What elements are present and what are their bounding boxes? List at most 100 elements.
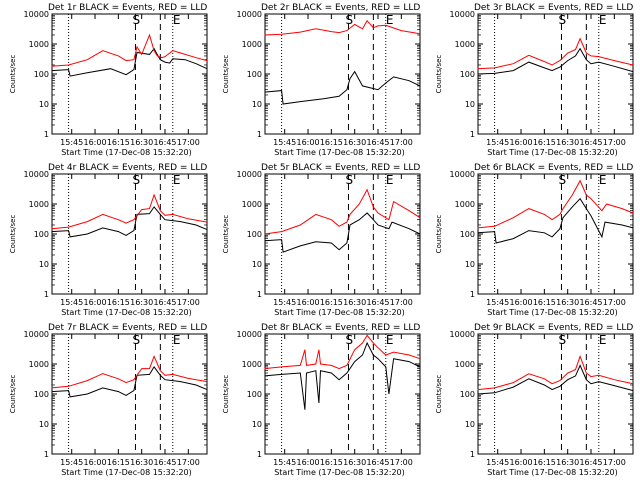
y-axis-label: Counts/sec: [9, 215, 17, 254]
x-tick-label: 17:00: [603, 138, 626, 147]
panel-det-6: Det 6r BLACK = Events, RED = LLD 1 10 100 10…: [435, 163, 634, 317]
x-axis-label: Start Time (17-Dec-08 15:32:20): [487, 468, 618, 477]
y-axis-label: Counts/sec: [222, 55, 230, 94]
series-events: [477, 364, 634, 395]
panel-det-1: Det 1r BLACK = Events, RED = LLD 1 10 100 10…: [9, 3, 208, 157]
y-tick-label: 10000: [237, 330, 262, 339]
y-tick-label: 1000: [242, 360, 262, 369]
x-tick-label: 17:00: [390, 458, 413, 467]
marker-label-s: S: [558, 13, 566, 27]
y-axis-label: Counts/sec: [435, 215, 443, 254]
panel-det-4: Det 4r BLACK = Events, RED = LLD 1 10 100 10…: [9, 163, 208, 317]
x-tick-label: 16:45: [153, 298, 176, 307]
x-tick-label: 15:45: [60, 138, 83, 147]
panel-title: Det 6r BLACK = Events, RED = LLD: [474, 163, 633, 173]
y-tick-label: 1: [257, 130, 262, 139]
y-tick-label: 1: [470, 290, 475, 299]
y-tick-label: 10: [39, 420, 49, 429]
x-tick-label: 16:45: [366, 138, 389, 147]
y-tick-label: 10000: [237, 170, 262, 179]
x-tick-label: 17:00: [177, 298, 200, 307]
y-tick-label: 100: [247, 390, 262, 399]
x-tick-label: 17:00: [603, 298, 626, 307]
x-tick-label: 16:00: [509, 458, 532, 467]
marker-label-s: S: [132, 173, 140, 187]
y-tick-label: 10000: [24, 330, 49, 339]
x-tick-label: 16:45: [579, 138, 602, 147]
marker-label-e: E: [386, 333, 394, 347]
panel-title: Det 3r BLACK = Events, RED = LLD: [474, 3, 633, 13]
y-tick-label: 10: [39, 100, 49, 109]
x-tick-label: 17:00: [177, 458, 200, 467]
marker-label-e: E: [173, 173, 181, 187]
y-tick-label: 1000: [29, 360, 49, 369]
x-axis-label: Start Time (17-Dec-08 15:32:20): [61, 308, 192, 317]
x-tick-label: 16:30: [556, 458, 579, 467]
panel-title: Det 7r BLACK = Events, RED = LLD: [48, 323, 207, 333]
x-tick-label: 16:15: [320, 458, 343, 467]
x-axis-label: Start Time (17-Dec-08 15:32:20): [487, 308, 618, 317]
series-events: [477, 197, 634, 244]
y-tick-label: 100: [34, 390, 49, 399]
y-tick-label: 1000: [29, 40, 49, 49]
y-tick-label: 10: [252, 420, 262, 429]
x-tick-label: 16:30: [556, 138, 579, 147]
panel-title: Det 8r BLACK = Events, RED = LLD: [261, 323, 420, 333]
x-axis-label: Start Time (17-Dec-08 15:32:20): [61, 468, 192, 477]
y-tick-label: 1000: [242, 40, 262, 49]
x-tick-label: 16:00: [296, 138, 319, 147]
y-tick-label: 100: [34, 70, 49, 79]
marker-label-e: E: [173, 13, 181, 27]
y-tick-label: 1000: [455, 200, 475, 209]
x-tick-label: 16:00: [509, 138, 532, 147]
y-axis-label: Counts/sec: [9, 55, 17, 94]
x-tick-label: 15:45: [486, 138, 509, 147]
plot-frame: [477, 13, 634, 135]
x-tick-label: 16:15: [320, 298, 343, 307]
x-axis-label: Start Time (17-Dec-08 15:32:20): [274, 468, 405, 477]
y-tick-label: 10000: [450, 170, 475, 179]
x-tick-label: 15:45: [60, 458, 83, 467]
panel-title: Det 5r BLACK = Events, RED = LLD: [261, 163, 420, 173]
x-tick-label: 16:00: [296, 458, 319, 467]
panel-title: Det 9r BLACK = Events, RED = LLD: [474, 323, 633, 333]
x-tick-label: 16:30: [130, 458, 153, 467]
series-lld: [477, 354, 634, 391]
y-tick-label: 1000: [455, 40, 475, 49]
x-tick-label: 16:15: [533, 298, 556, 307]
series-lld: [477, 179, 634, 229]
x-tick-label: 16:00: [83, 298, 106, 307]
x-tick-label: 16:15: [533, 138, 556, 147]
panel-title: Det 4r BLACK = Events, RED = LLD: [48, 163, 207, 173]
x-tick-label: 16:15: [320, 138, 343, 147]
series-events: [477, 47, 634, 75]
plot-frame: [264, 333, 421, 455]
series-lld: [264, 19, 421, 36]
marker-label-s: S: [345, 173, 353, 187]
x-axis-label: Start Time (17-Dec-08 15:32:20): [61, 148, 192, 157]
series-events: [264, 70, 421, 105]
marker-label-s: S: [345, 13, 353, 27]
x-tick-label: 16:00: [83, 138, 106, 147]
marker-label-s: S: [132, 333, 140, 347]
x-tick-label: 15:45: [486, 458, 509, 467]
marker-label-e: E: [386, 173, 394, 187]
plot-frame: [51, 13, 208, 135]
x-tick-label: 16:30: [343, 458, 366, 467]
series-events: [51, 47, 208, 77]
x-axis-label: Start Time (17-Dec-08 15:32:20): [487, 148, 618, 157]
panel-det-7: Det 7r BLACK = Events, RED = LLD 1 10 100 10…: [9, 323, 208, 477]
y-tick-label: 10: [252, 100, 262, 109]
plot-frame: [51, 173, 208, 295]
y-axis-label: Counts/sec: [222, 215, 230, 254]
panel-det-3: Det 3r BLACK = Events, RED = LLD 1 10 100 10…: [435, 3, 634, 157]
x-tick-label: 16:30: [130, 138, 153, 147]
x-tick-label: 16:45: [579, 298, 602, 307]
series-lld: [51, 354, 208, 389]
y-tick-label: 1000: [455, 360, 475, 369]
marker-label-s: S: [345, 333, 353, 347]
x-tick-label: 17:00: [603, 458, 626, 467]
y-tick-label: 100: [460, 230, 475, 239]
panel-det-5: Det 5r BLACK = Events, RED = LLD 1 10 100 10…: [222, 163, 421, 317]
panel-det-9: Det 9r BLACK = Events, RED = LLD 1 10 100 10…: [435, 323, 634, 477]
